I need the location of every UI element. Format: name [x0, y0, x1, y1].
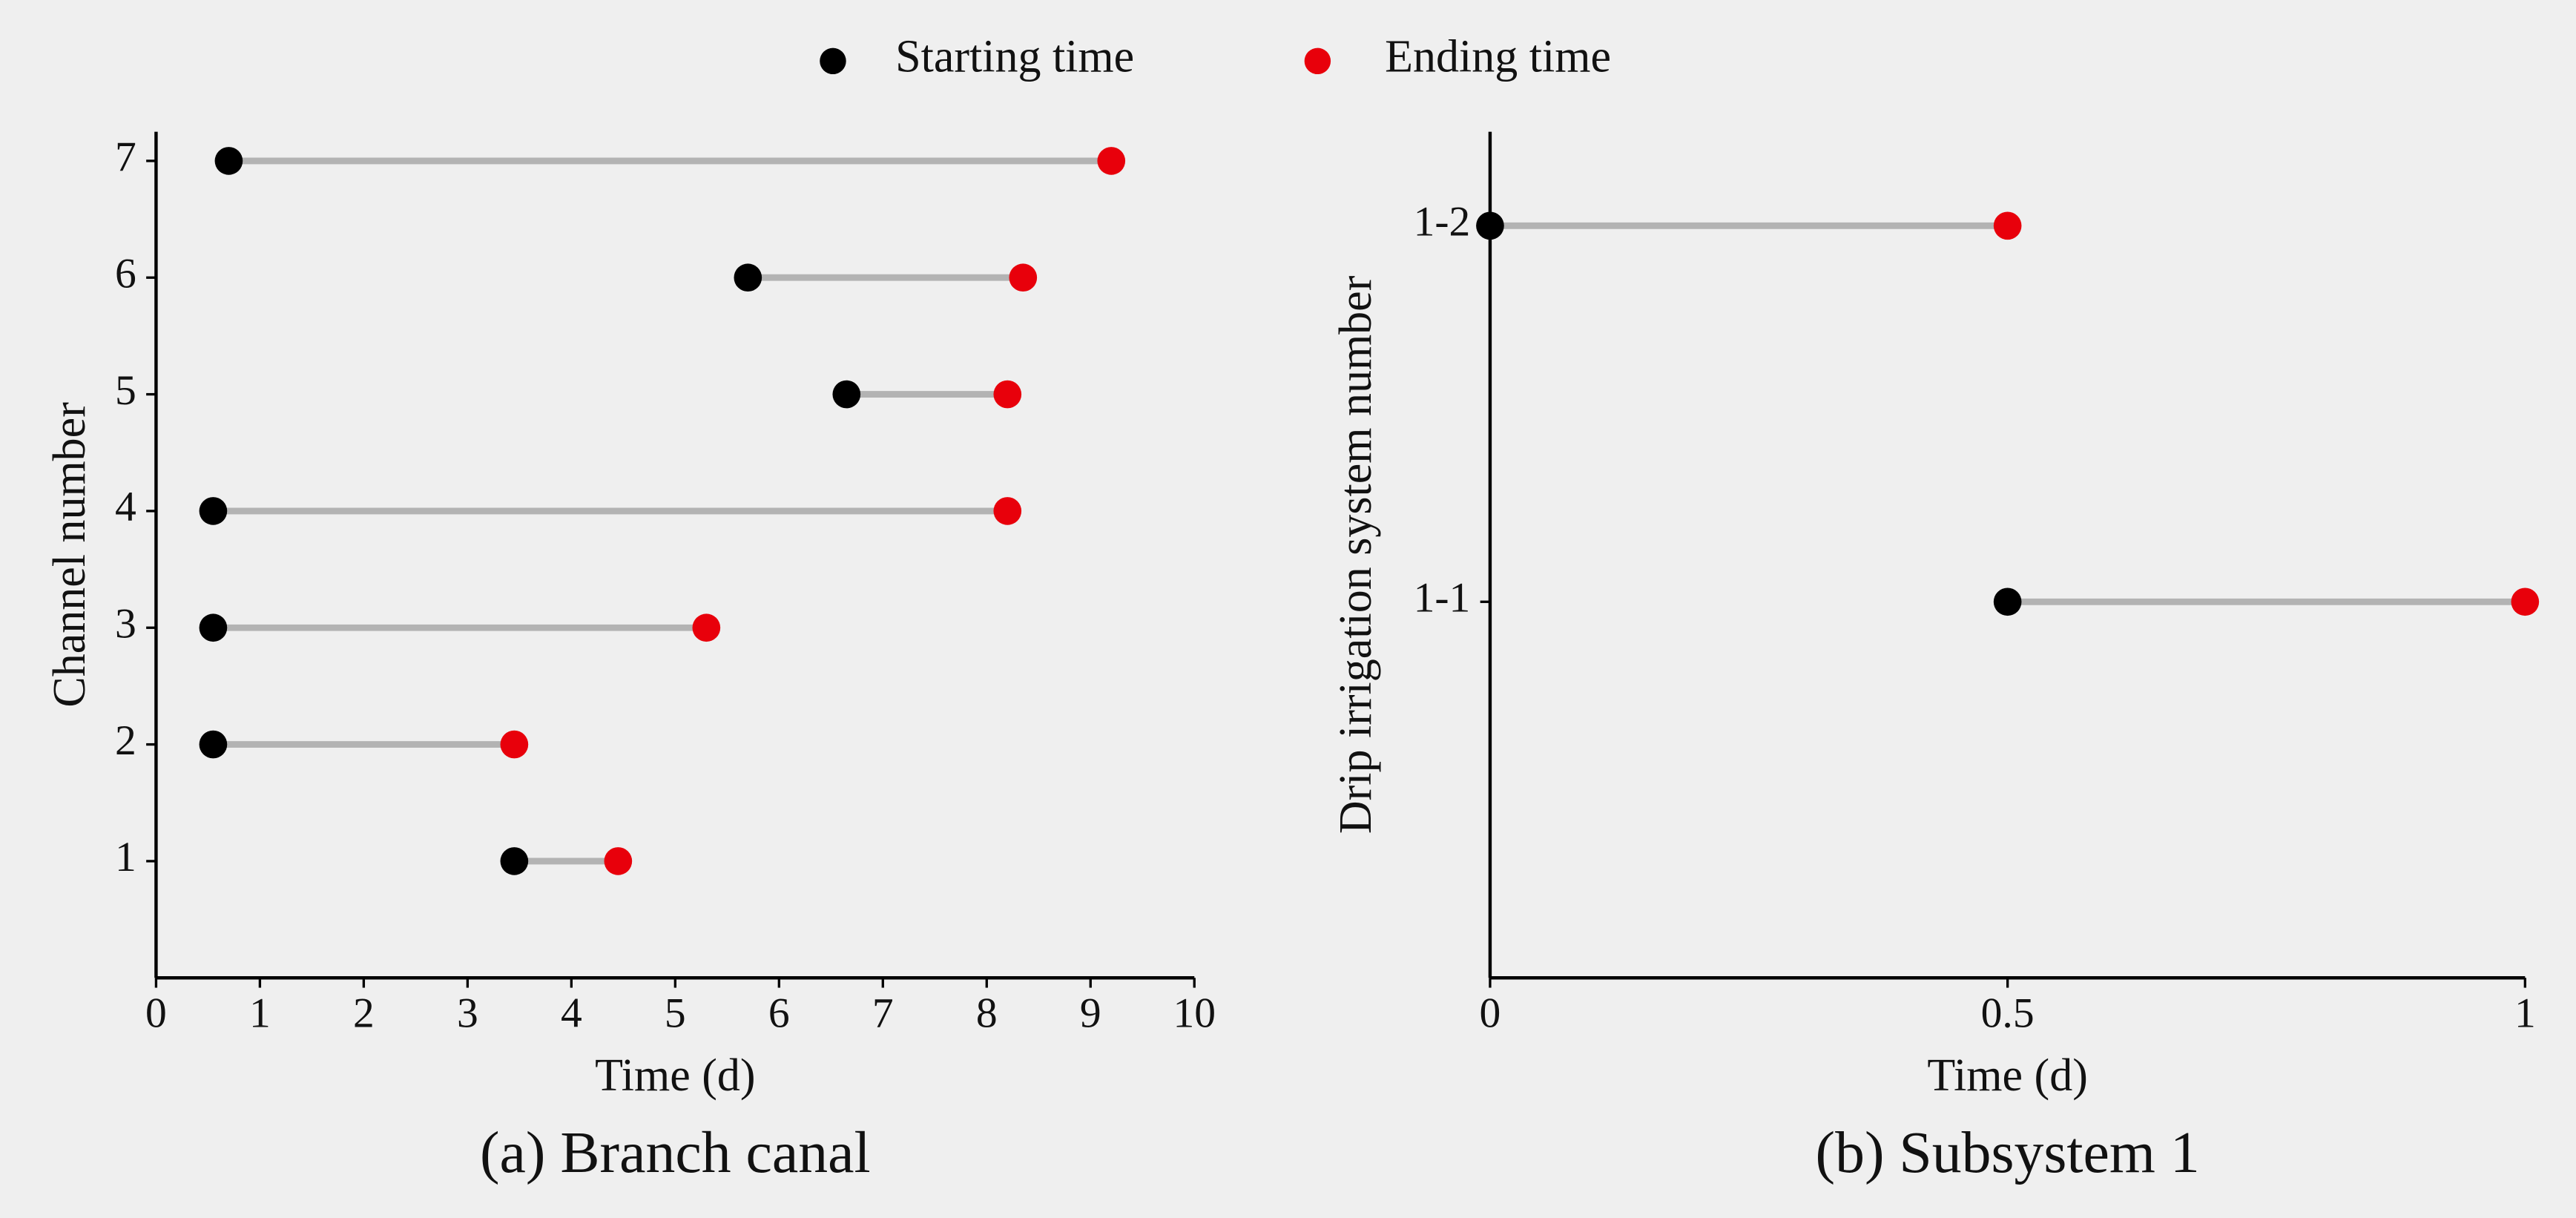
caption: (a) Branch canal [480, 1120, 871, 1185]
end-point [1097, 147, 1126, 175]
y-tick-label: 7 [115, 134, 136, 180]
x-tick-label: 5 [665, 990, 686, 1037]
y-tick-label: 1-2 [1414, 199, 1471, 246]
y-tick-label: 6 [115, 250, 136, 297]
x-tick-label: 0 [1480, 990, 1501, 1037]
end-point [2511, 587, 2540, 616]
start-point [734, 263, 762, 292]
x-axis-label: Time (d) [1927, 1050, 2087, 1101]
y-tick-label: 4 [115, 484, 136, 530]
legend-label: Ending time [1385, 32, 1611, 82]
x-tick-label: 3 [457, 990, 478, 1037]
x-tick-label: 4 [561, 990, 582, 1037]
x-tick-label: 8 [976, 990, 998, 1037]
y-tick-label: 2 [115, 717, 136, 764]
x-tick-label: 10 [1173, 990, 1216, 1037]
start-point [199, 730, 228, 759]
y-axis-label: Channel number [45, 402, 95, 708]
legend-label: Starting time [895, 32, 1134, 82]
end-point [692, 613, 721, 642]
legend-marker [820, 47, 846, 75]
end-point [1993, 211, 2022, 240]
x-tick-label: 1 [249, 990, 271, 1037]
start-point [199, 497, 228, 525]
legend-marker [1304, 47, 1331, 75]
caption: (b) Subsystem 1 [1816, 1120, 2200, 1185]
end-point [500, 730, 529, 759]
start-point [199, 613, 228, 642]
y-tick-label: 3 [115, 600, 136, 647]
x-axis-label: Time (d) [595, 1050, 755, 1101]
x-tick-label: 1 [2514, 990, 2536, 1037]
end-point [993, 497, 1022, 525]
start-point [500, 847, 529, 875]
end-point [604, 847, 633, 875]
x-tick-label: 9 [1080, 990, 1101, 1037]
y-tick-label: 1 [115, 834, 136, 880]
x-tick-label: 2 [353, 990, 375, 1037]
x-tick-label: 7 [872, 990, 894, 1037]
end-point [993, 380, 1022, 409]
start-point [1476, 211, 1504, 240]
start-point [1993, 587, 2022, 616]
x-tick-label: 0 [145, 990, 167, 1037]
start-point [832, 380, 861, 409]
end-point [1009, 263, 1038, 292]
start-point [214, 147, 243, 175]
y-tick-label: 5 [115, 367, 136, 414]
x-tick-label: 0.5 [1981, 990, 2035, 1037]
y-axis-label: Drip irrigation system number [1331, 275, 1381, 834]
x-tick-label: 6 [768, 990, 790, 1037]
y-tick-label: 1-1 [1414, 574, 1471, 621]
